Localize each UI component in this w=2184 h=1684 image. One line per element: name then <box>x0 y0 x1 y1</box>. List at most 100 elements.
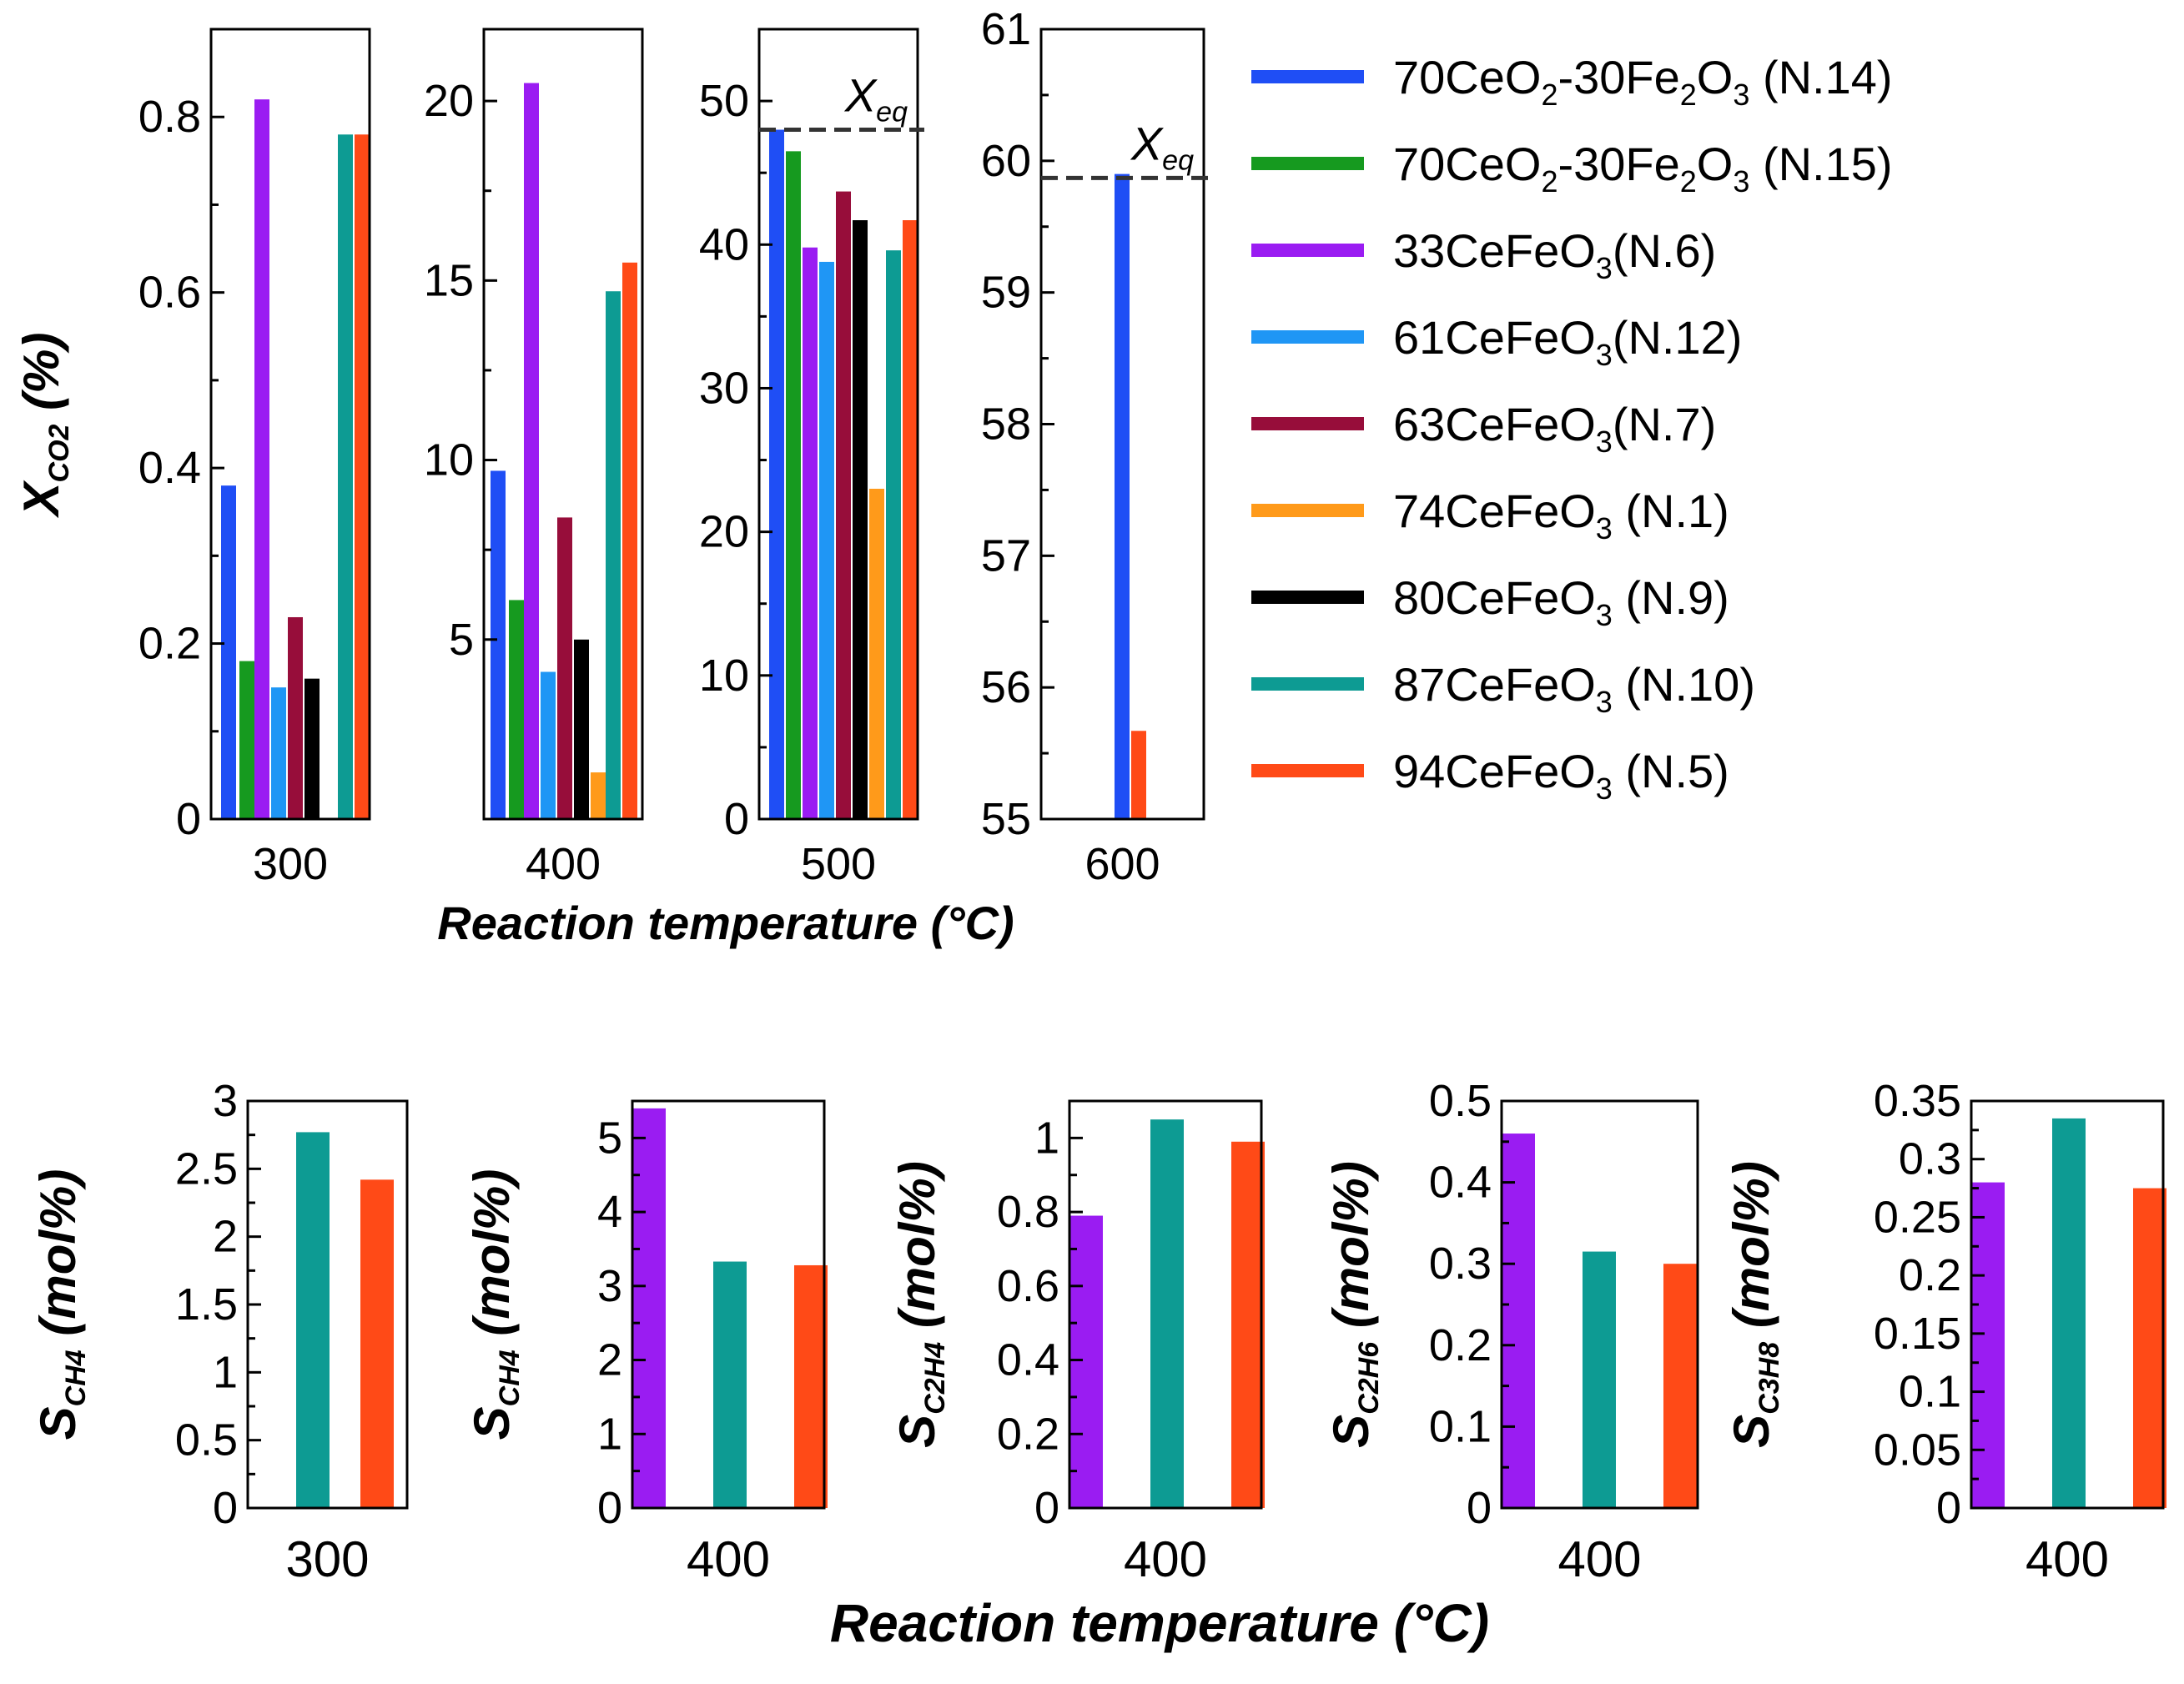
panel-sel-c3h8-400: 0 0.05 0.1 0.15 0.2 0.25 0.3 0.35 400 SC3H8 (mol%… <box>1724 1076 2166 1587</box>
bar-conv-300-3 <box>271 687 286 819</box>
panel-sel-ch4-400: 0 1 2 3 4 5 400 SCH4 (mol%) <box>464 1099 828 1587</box>
bar-conv-400-4 <box>557 517 572 819</box>
ytick-label-conv-600-6: 61 <box>981 4 1031 54</box>
bar-conv-500-0 <box>769 129 784 819</box>
ytick-label-sel-c2h6-400-2: 0.2 <box>1429 1320 1492 1370</box>
ytick-label-sel-c2h6-400-5: 0.5 <box>1429 1076 1492 1126</box>
legend-item-3: 61CeFeO3(N.12) <box>1251 311 1742 372</box>
ytick-label-conv-600-3: 58 <box>981 400 1031 450</box>
ytick-label-sel-c2h4-400-1: 0.2 <box>997 1409 1059 1459</box>
ytick-label-sel-c3h8-400-4: 0.2 <box>1899 1250 1961 1300</box>
legend-item-5: 74CeFeO3 (N.1) <box>1251 485 1729 545</box>
x-category-label-conv-400: 400 <box>526 839 601 889</box>
bar-conv-500-1 <box>786 151 801 819</box>
panel-conv-400: 5 10 15 20 400 <box>424 28 644 889</box>
frame-conv-300 <box>209 28 371 821</box>
ytick-label-conv-500-2: 20 <box>699 507 749 557</box>
ytick-label-conv-300-4: 0.8 <box>138 92 201 142</box>
panel-conv-500: 0 10 20 30 40 50 500 Xeq <box>699 28 924 889</box>
ytick-label-sel-c2h6-400-1: 0.1 <box>1429 1401 1492 1451</box>
bar-conv-500-4 <box>836 191 851 820</box>
ytick-label-sel-c2h4-400-2: 0.4 <box>997 1335 1059 1385</box>
legend-label-7: 87CeFeO3 (N.10) <box>1393 658 1755 719</box>
ytick-label-conv-600-5: 60 <box>981 136 1031 186</box>
ytick-label-sel-c3h8-400-2: 0.1 <box>1899 1367 1961 1417</box>
ytick-label-conv-400-2: 15 <box>424 255 474 305</box>
bar-conv-300-5 <box>304 678 320 819</box>
ytick-label-conv-400-1: 10 <box>424 435 474 485</box>
bar-sel-c2h6-400-1 <box>1583 1251 1616 1508</box>
ytick-label-conv-500-3: 30 <box>699 363 749 413</box>
bar-conv-400-0 <box>491 470 506 819</box>
legend-label-5: 74CeFeO3 (N.1) <box>1393 485 1729 545</box>
y-axis-label-sel-c2h4-400: SC2H4 (mol%) <box>889 1161 951 1448</box>
ytick-label-sel-ch4-300-0: 0 <box>213 1483 238 1533</box>
bar-conv-500-3 <box>819 261 834 819</box>
bar-conv-500-2 <box>803 247 818 819</box>
ytick-label-conv-500-1: 10 <box>699 651 749 701</box>
ytick-label-sel-c2h4-400-4: 0.8 <box>997 1187 1059 1237</box>
bar-sel-c2h6-400-2 <box>1663 1264 1697 1508</box>
x-category-label-conv-500: 500 <box>801 839 876 889</box>
ytick-label-conv-600-4: 59 <box>981 268 1031 318</box>
x-category-label-sel-ch4-300: 300 <box>285 1531 369 1587</box>
ytick-label-sel-ch4-400-0: 0 <box>597 1483 622 1533</box>
bar-sel-ch4-400-0 <box>632 1108 666 1508</box>
ytick-label-sel-c3h8-400-5: 0.25 <box>1874 1192 1961 1242</box>
frame-conv-500 <box>757 28 919 821</box>
bar-sel-c2h4-400-0 <box>1069 1215 1103 1508</box>
bar-conv-600-1 <box>1131 731 1146 819</box>
top-x-axis-label: Reaction temperature (°C) <box>437 897 1014 949</box>
legend-item-8: 94CeFeO3 (N.5) <box>1251 745 1729 806</box>
legend-label-8: 94CeFeO3 (N.5) <box>1393 745 1729 806</box>
bar-conv-400-7 <box>606 291 621 819</box>
bar-conv-300-1 <box>239 661 254 819</box>
ytick-label-sel-ch4-400-4: 4 <box>597 1187 622 1237</box>
legend-label-6: 80CeFeO3 (N.9) <box>1393 571 1729 632</box>
ytick-label-conv-600-0: 55 <box>981 794 1031 844</box>
ytick-label-sel-c3h8-400-3: 0.15 <box>1874 1309 1961 1359</box>
bar-conv-400-5 <box>574 639 589 819</box>
ytick-label-sel-c2h6-400-0: 0 <box>1467 1483 1492 1533</box>
legend: 70CeO2-30Fe2O3 (N.14) 70CeO2-30Fe2O3 (N.1… <box>1251 51 1893 806</box>
ytick-label-conv-500-0: 0 <box>724 794 749 844</box>
bar-sel-ch4-300-1 <box>360 1179 394 1508</box>
ytick-label-sel-c3h8-400-7: 0.35 <box>1874 1076 1961 1126</box>
ytick-label-sel-ch4-300-6: 3 <box>213 1076 238 1126</box>
bar-conv-300-2 <box>254 99 269 819</box>
bar-conv-300-6 <box>338 134 353 819</box>
ytick-label-sel-c2h6-400-4: 0.4 <box>1429 1158 1492 1208</box>
panel-sel-c2h6-400: 0 0.1 0.2 0.3 0.4 0.5 400 SC2H6 (mol%) <box>1323 1076 1699 1587</box>
legend-label-4: 63CeFeO3(N.7) <box>1393 398 1716 459</box>
bar-conv-300-7 <box>355 134 370 819</box>
legend-label-1: 70CeO2-30Fe2O3 (N.15) <box>1393 138 1893 199</box>
y-axis-label-sel-c2h6-400: SC2H6 (mol%) <box>1323 1161 1385 1448</box>
bottom-x-axis-label: Reaction temperature (°C) <box>830 1593 1489 1653</box>
ytick-label-sel-c2h4-400-0: 0 <box>1034 1483 1059 1533</box>
bar-sel-c2h4-400-1 <box>1150 1119 1184 1508</box>
legend-item-7: 87CeFeO3 (N.10) <box>1251 658 1755 719</box>
ytick-label-sel-ch4-400-3: 3 <box>597 1261 622 1311</box>
legend-item-6: 80CeFeO3 (N.9) <box>1251 571 1729 632</box>
bar-conv-300-4 <box>288 616 303 819</box>
legend-label-0: 70CeO2-30Fe2O3 (N.14) <box>1393 51 1893 112</box>
ytick-label-sel-c2h4-400-3: 0.6 <box>997 1261 1059 1311</box>
ytick-label-conv-400-3: 20 <box>424 76 474 126</box>
frame-conv-400 <box>482 28 644 821</box>
bar-conv-500-5 <box>853 220 868 819</box>
bar-sel-c2h4-400-2 <box>1231 1141 1265 1508</box>
ytick-label-conv-300-0: 0 <box>176 794 201 844</box>
ytick-label-sel-c3h8-400-0: 0 <box>1936 1483 1961 1533</box>
legend-item-2: 33CeFeO3(N.6) <box>1251 224 1716 285</box>
bar-sel-ch4-300-0 <box>296 1132 330 1508</box>
ytick-label-sel-ch4-400-1: 1 <box>597 1409 622 1459</box>
y-axis-label-sel-c3h8-400: SC3H8 (mol%) <box>1724 1161 1785 1448</box>
bar-conv-500-7 <box>886 250 901 819</box>
ytick-label-sel-c3h8-400-6: 0.3 <box>1899 1134 1961 1184</box>
bar-conv-400-8 <box>622 262 637 820</box>
bar-sel-c3h8-400-0 <box>1971 1182 2005 1508</box>
legend-label-3: 61CeFeO3(N.12) <box>1393 311 1742 372</box>
x-category-label-sel-c2h6-400: 400 <box>1557 1531 1641 1587</box>
